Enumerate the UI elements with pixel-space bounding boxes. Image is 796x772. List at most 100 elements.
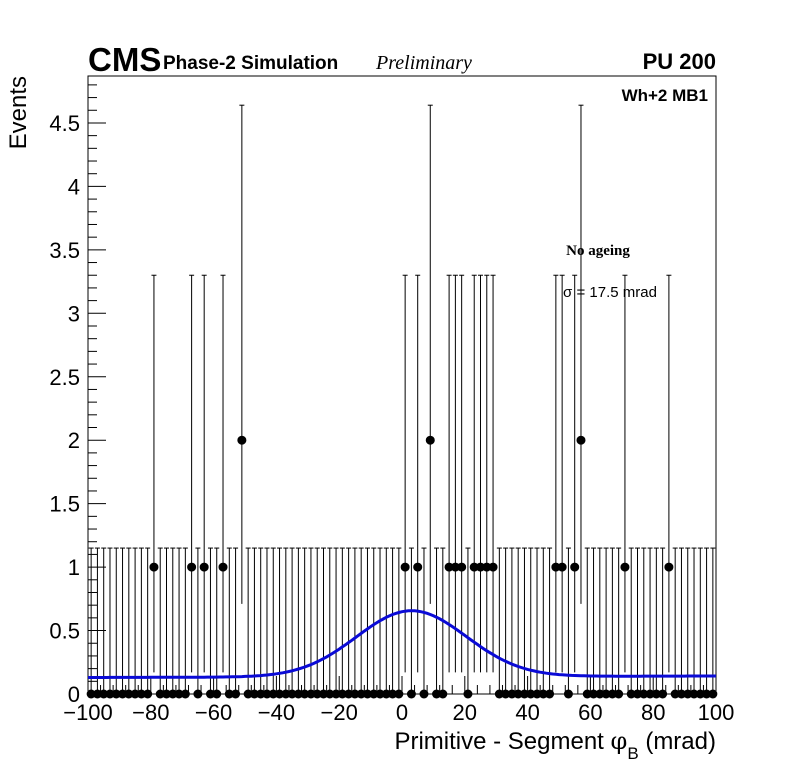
- data-points: [86, 435, 718, 699]
- data-point: [249, 689, 259, 699]
- data-point: [488, 562, 498, 572]
- data-point: [563, 689, 573, 699]
- data-point: [607, 689, 617, 699]
- data-point: [162, 689, 171, 699]
- data-point: [670, 689, 680, 699]
- data-point: [300, 689, 310, 699]
- data-point: [92, 689, 102, 699]
- data-point: [180, 689, 190, 699]
- data-point: [275, 689, 285, 699]
- data-point: [482, 562, 492, 572]
- data-point: [538, 689, 548, 699]
- data-point: [425, 435, 435, 445]
- data-point: [130, 689, 140, 699]
- data-point: [645, 689, 655, 699]
- data-point: [683, 689, 693, 699]
- data-point: [394, 689, 404, 699]
- data-point: [256, 689, 266, 699]
- data-point: [337, 689, 347, 699]
- data-point: [149, 562, 159, 572]
- y-axis-title: Events: [5, 76, 32, 149]
- fit-curve: [88, 609, 716, 679]
- data-point: [205, 689, 215, 699]
- data-point: [444, 562, 454, 572]
- axes-ticks: [87, 84, 717, 695]
- x-tick-label: 0: [396, 700, 408, 725]
- data-point: [118, 689, 128, 699]
- x-tick-label: −60: [195, 700, 232, 725]
- data-point: [589, 689, 599, 699]
- data-point: [212, 689, 222, 699]
- data-point: [362, 689, 372, 699]
- x-tick-label: 80: [641, 700, 665, 725]
- y-tick-labels: 0 0.5 1 1.5 2 2.5 3 3.5 4 4.5: [49, 111, 80, 707]
- x-axis-title: Primitive - Segment φB (mrad): [394, 727, 716, 763]
- data-point: [633, 689, 642, 699]
- data-point: [438, 689, 448, 699]
- plot-frame: [87, 75, 717, 695]
- data-point: [526, 689, 536, 699]
- data-point: [676, 689, 686, 699]
- data-point: [450, 562, 460, 572]
- data-point: [620, 562, 630, 572]
- data-point: [143, 689, 153, 699]
- y-tick-label: 4: [68, 174, 80, 199]
- data-point: [99, 689, 109, 699]
- pileup-label: PU 200: [643, 49, 716, 74]
- data-point: [651, 689, 661, 699]
- data-point: [168, 689, 178, 699]
- data-point: [281, 689, 291, 699]
- data-point: [111, 689, 121, 699]
- data-point: [224, 689, 234, 699]
- data-point: [658, 689, 668, 699]
- data-point: [494, 689, 504, 699]
- x-tick-label: 20: [453, 700, 477, 725]
- data-point: [319, 689, 328, 699]
- y-tick-label: 1: [68, 555, 80, 580]
- data-point: [432, 689, 442, 699]
- data-point: [570, 562, 580, 572]
- y-tick-label: 2: [68, 428, 80, 453]
- x-tick-label: −80: [132, 700, 169, 725]
- data-point: [476, 562, 485, 572]
- x-tick-labels: −100 −80 −60 −40 −20 0 20 40 60 80 100: [63, 700, 734, 725]
- data-point: [557, 562, 567, 572]
- data-point: [218, 562, 228, 572]
- data-point: [237, 435, 247, 445]
- y-tick-label: 3.5: [49, 238, 80, 263]
- x-tick-label: −20: [321, 700, 358, 725]
- data-point: [400, 562, 410, 572]
- data-point: [388, 689, 398, 699]
- data-point: [519, 689, 529, 699]
- data-point: [501, 689, 511, 699]
- data-point: [136, 689, 146, 699]
- data-point: [614, 689, 624, 699]
- data-point: [664, 562, 674, 572]
- status-label: Preliminary: [375, 52, 472, 74]
- data-point: [124, 689, 134, 699]
- data-point: [293, 689, 303, 699]
- x-tick-label: 60: [578, 700, 602, 725]
- data-point: [469, 562, 479, 572]
- data-point: [457, 562, 467, 572]
- data-point: [507, 689, 517, 699]
- data-point: [551, 562, 561, 572]
- data-point: [463, 689, 473, 699]
- data-point: [262, 689, 272, 699]
- data-point: [287, 689, 297, 699]
- data-point: [601, 689, 611, 699]
- x-tick-label: −100: [63, 700, 113, 725]
- data-point: [545, 689, 555, 699]
- experiment-label: CMS: [88, 41, 161, 78]
- data-point: [689, 689, 699, 699]
- data-point: [193, 689, 203, 699]
- data-point: [268, 689, 278, 699]
- data-point: [187, 562, 197, 572]
- data-point: [626, 689, 636, 699]
- data-point: [419, 689, 429, 699]
- x-tick-label: 100: [698, 700, 735, 725]
- simulation-label: Phase-2 Simulation: [163, 53, 338, 74]
- data-point: [576, 435, 586, 445]
- data-point: [356, 689, 366, 699]
